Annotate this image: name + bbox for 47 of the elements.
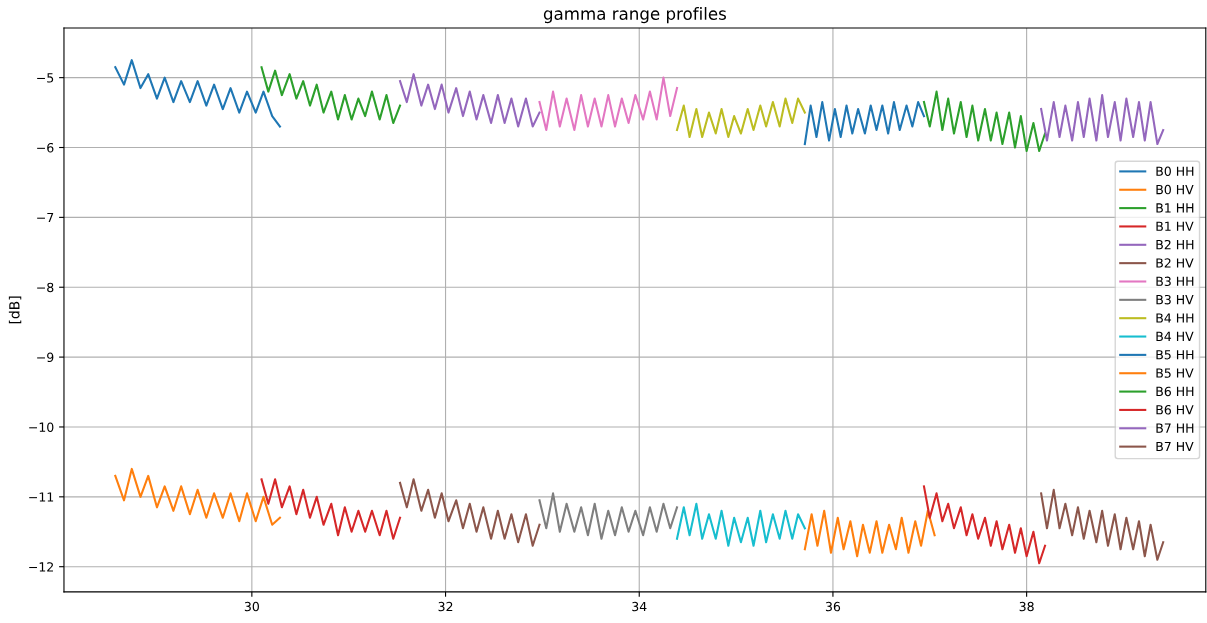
y-tick-label: −12: [29, 562, 53, 572]
legend-label: B5 HV: [1156, 368, 1194, 378]
line-series: [675, 502, 806, 547]
legend-label: B0 HV: [1156, 184, 1194, 195]
y-tick-label: −10: [29, 422, 54, 432]
legend-label: B2 HH: [1156, 239, 1194, 250]
legend-label: B0 HH: [1156, 166, 1194, 176]
legend-label: B4 HV: [1156, 331, 1194, 341]
legend-label: B4 HH: [1156, 313, 1194, 323]
legend-label: B3 HH: [1156, 276, 1194, 287]
y-tick-label: −9: [37, 352, 54, 363]
line-series: [922, 485, 1047, 565]
line-series: [675, 97, 806, 139]
line-series: [260, 478, 402, 540]
y-axis-title: [dB]: [8, 296, 22, 324]
legend-label: B7 HV: [1156, 441, 1194, 451]
legend-label: B1 HH: [1156, 203, 1194, 213]
y-tick-label: −6: [37, 142, 54, 153]
y-tick-label: −11: [29, 492, 54, 502]
x-tick-label: 34: [632, 601, 647, 612]
line-series: [398, 478, 541, 547]
y-tick-label: −8: [37, 282, 54, 293]
legend-label: B6 HH: [1156, 386, 1194, 397]
line-series: [803, 509, 936, 558]
legend-label: B6 HV: [1156, 405, 1194, 415]
line-series: [114, 59, 281, 128]
line-series: [260, 66, 402, 125]
legend-label: B3 HV: [1156, 294, 1194, 305]
line-series: [538, 76, 679, 132]
x-tick-label: 30: [244, 601, 259, 612]
line-series: [114, 467, 281, 526]
line-series: [1040, 488, 1165, 561]
x-tick-label: 38: [1019, 601, 1034, 612]
line-series: [1040, 94, 1165, 146]
legend-label: B7 HH: [1156, 423, 1194, 433]
line-series: [922, 90, 1047, 153]
chart-title: gamma range profiles: [543, 7, 726, 24]
legend-label: B2 HV: [1156, 258, 1194, 268]
legend-label: B1 HV: [1156, 221, 1194, 231]
line-series: [803, 101, 926, 146]
legend-label: B5 HH: [1156, 350, 1194, 360]
y-tick-label: −7: [37, 213, 54, 223]
x-tick-label: 36: [825, 601, 841, 612]
line-series: [538, 492, 679, 540]
x-tick-label: 32: [438, 601, 453, 612]
y-tick-label: −5: [37, 73, 54, 83]
line-series: [398, 73, 541, 128]
